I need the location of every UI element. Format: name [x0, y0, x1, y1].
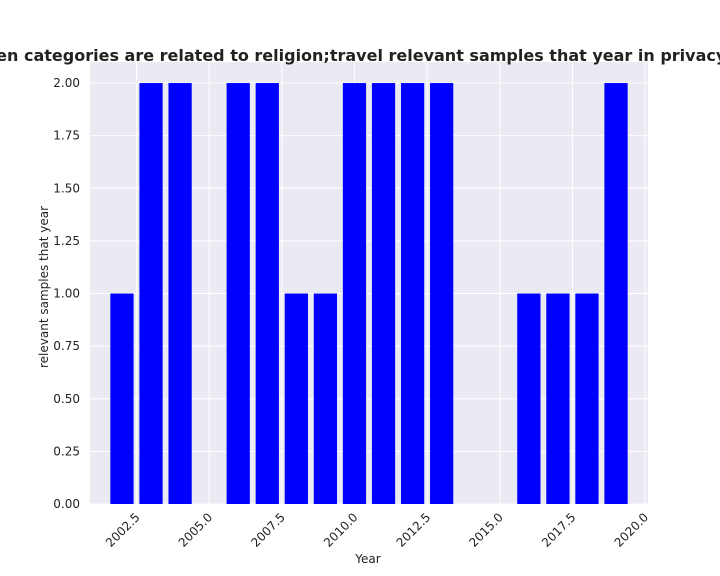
bar [575, 293, 599, 504]
bars [110, 83, 628, 505]
bar [110, 293, 134, 504]
y-tick-label: 0.50 [53, 392, 80, 406]
x-tick-label: 2020.0 [612, 510, 652, 550]
bar [517, 293, 541, 504]
x-tick-label: 2002.5 [103, 510, 143, 550]
y-tick-label: 0.00 [53, 497, 80, 511]
y-tick-labels: 0.00 0.25 0.50 0.75 1.00 1.25 1.50 1.75 2.00 [53, 76, 80, 511]
bar [226, 83, 250, 505]
bar [371, 83, 396, 505]
y-tick-label: 2.00 [53, 76, 80, 90]
bar [255, 83, 279, 505]
bar [313, 293, 338, 504]
y-axis-label: relevant samples that year [37, 206, 51, 368]
y-tick-label: 0.25 [53, 444, 80, 458]
bar [342, 83, 367, 505]
bar [604, 83, 628, 505]
x-tick-label: 2017.5 [539, 510, 579, 550]
bar [400, 83, 425, 505]
bar [139, 83, 163, 505]
y-tick-label: 1.25 [53, 234, 80, 248]
bar [546, 293, 570, 504]
bar [168, 83, 192, 505]
y-tick-label: 1.00 [53, 287, 80, 301]
y-tick-label: 1.50 [53, 181, 80, 195]
bar [284, 293, 308, 504]
y-tick-label: 0.75 [53, 339, 80, 353]
x-tick-labels: 2002.5 2005.0 2007.5 2010.0 2012.5 2015.0 2017… [103, 510, 651, 550]
x-axis-label: Year [355, 552, 381, 566]
bar [430, 83, 454, 505]
x-tick-label: 2010.0 [321, 510, 361, 550]
chart-title: when categories are related to religion;… [0, 46, 720, 65]
x-tick-label: 2005.0 [176, 510, 216, 550]
y-tick-label: 1.75 [53, 129, 80, 143]
x-tick-label: 2015.0 [466, 510, 506, 550]
x-tick-label: 2007.5 [248, 510, 288, 550]
x-tick-label: 2012.5 [394, 510, 434, 550]
